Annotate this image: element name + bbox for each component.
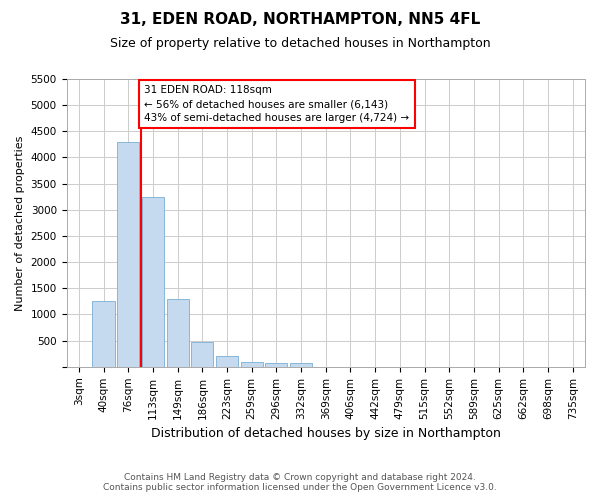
Y-axis label: Number of detached properties: Number of detached properties [15,135,25,310]
Bar [92,302,115,367]
Bar [191,342,214,367]
Bar [142,196,164,367]
Bar [241,362,263,367]
Bar [216,356,238,367]
Bar [117,142,139,367]
Text: Size of property relative to detached houses in Northampton: Size of property relative to detached ho… [110,38,490,51]
Bar [290,363,312,367]
Text: 31, EDEN ROAD, NORTHAMPTON, NN5 4FL: 31, EDEN ROAD, NORTHAMPTON, NN5 4FL [120,12,480,28]
Text: 31 EDEN ROAD: 118sqm
← 56% of detached houses are smaller (6,143)
43% of semi-de: 31 EDEN ROAD: 118sqm ← 56% of detached h… [144,86,409,124]
X-axis label: Distribution of detached houses by size in Northampton: Distribution of detached houses by size … [151,427,501,440]
Text: Contains HM Land Registry data © Crown copyright and database right 2024.
Contai: Contains HM Land Registry data © Crown c… [103,473,497,492]
Bar [265,363,287,367]
Bar [167,299,189,367]
